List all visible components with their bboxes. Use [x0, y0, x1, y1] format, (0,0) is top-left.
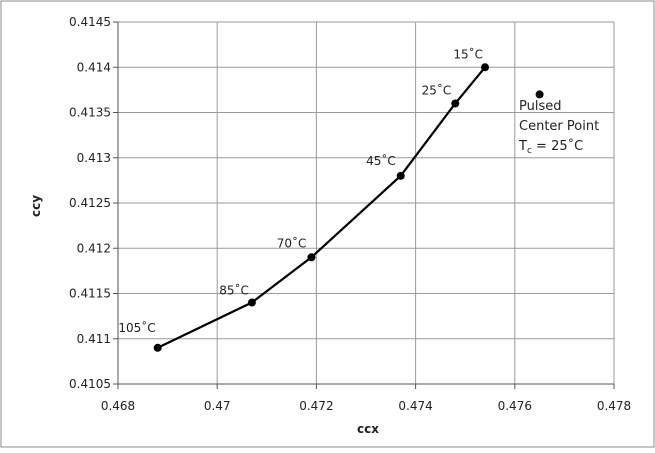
pulsed-center-point	[536, 90, 544, 98]
point-label: 70˚C	[277, 235, 307, 250]
y-tick-label: 0.412	[77, 241, 111, 255]
data-point	[481, 63, 489, 71]
point-label: 15˚C	[453, 46, 483, 61]
annotation-t: T	[518, 139, 527, 154]
point-label: 25˚C	[422, 82, 452, 97]
data-point	[307, 253, 315, 261]
y-tick-label: 0.4105	[69, 377, 111, 391]
annotation-line-2: Center Point	[519, 119, 599, 134]
x-tick-label: 0.468	[101, 399, 135, 413]
data-point	[451, 99, 459, 107]
data-point	[248, 299, 256, 307]
annotation-line-1: Pulsed	[519, 99, 562, 114]
y-tick-label: 0.4115	[69, 287, 111, 301]
y-tick-label: 0.4125	[69, 196, 111, 210]
x-tick-label: 0.474	[398, 399, 432, 413]
y-tick-label: 0.413	[77, 151, 111, 165]
data-point	[154, 344, 162, 352]
point-label: 85˚C	[219, 283, 249, 298]
y-tick-label: 0.4145	[69, 15, 111, 29]
y-axis-title: ccy	[29, 195, 43, 217]
annotation-rest: = 25˚C	[532, 138, 583, 154]
x-tick-label: 0.47	[204, 399, 231, 413]
x-tick-label: 0.476	[498, 399, 532, 413]
y-tick-label: 0.414	[77, 60, 111, 74]
y-tick-label: 0.411	[77, 332, 111, 346]
x-tick-label: 0.472	[299, 399, 333, 413]
y-tick-label: 0.4135	[69, 106, 111, 120]
x-axis-title: ccx	[357, 422, 379, 436]
point-label: 105˚C	[118, 320, 155, 335]
data-point	[397, 172, 405, 180]
point-label: 45˚C	[366, 153, 396, 168]
x-tick-label: 0.478	[597, 399, 631, 413]
